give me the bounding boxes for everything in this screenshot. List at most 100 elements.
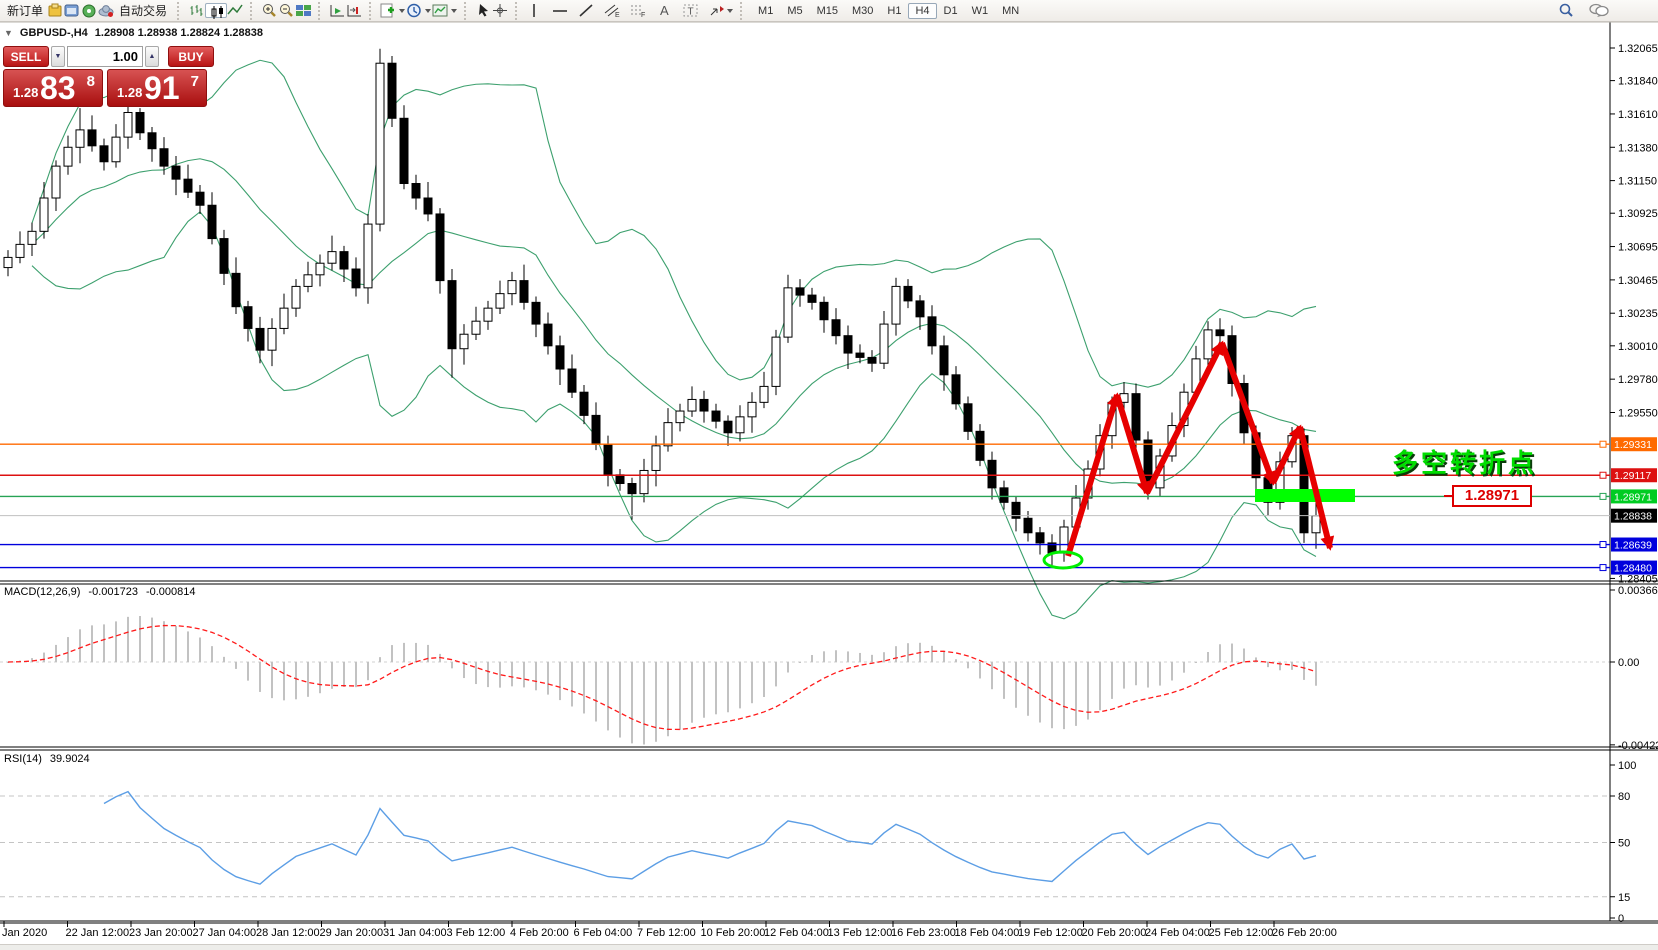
candlestick <box>723 420 733 434</box>
new-order-button[interactable]: 新订单 <box>3 1 47 20</box>
bar-chart-icon[interactable] <box>188 3 205 18</box>
zigzag-arrow-segment[interactable] <box>1114 394 1151 496</box>
svg-text:1.28639: 1.28639 <box>1614 540 1652 552</box>
horizontal-line-icon[interactable] <box>552 3 569 18</box>
price-chart-canvas[interactable]: 1.293311.291171.289711.288381.286391.284… <box>0 22 1658 950</box>
tab-w1[interactable]: W1 <box>971 4 989 17</box>
market-icon[interactable] <box>47 3 64 18</box>
svg-text:1.31380: 1.31380 <box>1618 142 1658 154</box>
line-chart-icon[interactable] <box>227 3 244 18</box>
sell-price-prefix: 1.28 <box>13 85 39 100</box>
time-label: 20 Feb 20:00 <box>1081 927 1147 939</box>
svg-text:1.28480: 1.28480 <box>1614 563 1652 575</box>
tab-m30[interactable]: M30 <box>852 4 874 17</box>
text-icon[interactable]: A <box>656 3 673 18</box>
cursor-icon[interactable] <box>475 3 492 18</box>
time-label: 13 Feb 12:00 <box>827 927 893 939</box>
candlestick <box>327 251 337 264</box>
svg-text:1.30925: 1.30925 <box>1618 208 1658 220</box>
vps-cloud-icon[interactable] <box>98 3 115 18</box>
candlestick <box>279 307 289 329</box>
low-highlight-ellipse[interactable] <box>1042 550 1084 570</box>
tab-h1[interactable]: H1 <box>887 4 902 17</box>
buy-button[interactable]: BUY <box>168 46 214 67</box>
buy-price-main: 91 <box>144 70 180 106</box>
autotrading-button[interactable]: 自动交易 <box>115 1 171 20</box>
support-zone-rectangle[interactable] <box>1255 489 1355 502</box>
one-click-collapse-toggle[interactable]: ▼ <box>4 28 13 38</box>
time-label: 7 Feb 12:00 <box>637 927 696 939</box>
tab-m1[interactable]: M1 <box>758 4 774 17</box>
tab-m5[interactable]: M5 <box>787 4 803 17</box>
chart-window[interactable]: 1.29331 1.29117 1.28971 1.28838 1.28639 1.284… <box>0 22 1658 950</box>
candlestick <box>1059 526 1069 554</box>
auto-scroll-icon[interactable] <box>329 3 346 18</box>
candlestick <box>879 323 889 364</box>
candlestick <box>471 320 481 335</box>
svg-text:1.29331: 1.29331 <box>1614 439 1652 451</box>
trendline-icon[interactable] <box>578 3 595 18</box>
buy-price-display[interactable]: 1.28 91 7 <box>107 69 207 107</box>
zigzag-arrow-segment[interactable] <box>1219 341 1276 486</box>
volume-up-button[interactable]: ▲ <box>145 46 159 67</box>
candlestick <box>699 398 709 412</box>
tile-windows-icon[interactable] <box>295 3 312 18</box>
zigzag-arrow-segment[interactable] <box>1065 392 1121 557</box>
time-label: 3 Feb 12:00 <box>446 927 506 939</box>
zigzag-arrow-segment[interactable] <box>1144 340 1225 495</box>
candlestick-chart-icon[interactable] <box>205 3 228 19</box>
vertical-line-icon[interactable] <box>526 3 543 18</box>
candlestick <box>543 323 553 347</box>
fibonacci-icon[interactable]: F <box>630 3 647 19</box>
tab-mn[interactable]: MN <box>1002 4 1020 17</box>
tab-h4[interactable]: H4 <box>908 2 937 19</box>
crosshair-icon[interactable] <box>492 3 509 18</box>
equidistant-channel-icon[interactable]: E <box>604 3 621 19</box>
zigzag-arrow-segment[interactable] <box>1297 426 1335 551</box>
time-label: 19 Feb 12:00 <box>1018 927 1083 939</box>
time-label: 23 Jan 20:00 <box>129 927 193 939</box>
new-chart-icon[interactable] <box>380 3 406 18</box>
tab-m15[interactable]: M15 <box>816 4 838 17</box>
candlestick <box>1023 517 1033 534</box>
svg-text:80: 80 <box>1618 791 1630 803</box>
tab-d1[interactable]: D1 <box>943 4 958 17</box>
toolbar: 新订单 自动交易 <box>0 0 1658 22</box>
chat-icon[interactable] <box>1589 3 1609 18</box>
sell-button[interactable]: SELL <box>3 46 49 67</box>
turning-point-annotation[interactable]: 多空转折点 <box>1392 448 1538 478</box>
price-callout-label[interactable]: 1.28971 <box>1444 485 1532 507</box>
profile-icon[interactable] <box>64 3 81 18</box>
svg-text:0: 0 <box>1618 913 1624 925</box>
candlestick <box>1215 329 1225 337</box>
arrows-shapes-icon[interactable] <box>708 3 734 18</box>
volume-down-button[interactable]: ▼ <box>51 46 65 67</box>
candlestick <box>147 132 157 150</box>
toolbar-separator <box>250 1 255 20</box>
volume-input[interactable] <box>67 46 143 67</box>
search-icon[interactable] <box>1558 3 1575 18</box>
zoom-in-icon[interactable] <box>261 3 278 18</box>
signals-icon[interactable] <box>81 3 98 18</box>
indicators-icon[interactable] <box>432 3 458 18</box>
candlestick <box>219 238 229 274</box>
candlestick <box>159 148 169 167</box>
candlestick <box>675 410 685 424</box>
new-order-label: 新订单 <box>7 4 44 18</box>
svg-text:1.28971: 1.28971 <box>1614 491 1652 503</box>
candlestick <box>831 319 841 337</box>
candlestick <box>1203 329 1213 360</box>
candlestick <box>27 230 37 245</box>
toolbar-separator <box>515 1 520 20</box>
candlestick <box>15 243 25 258</box>
candlestick <box>795 287 805 296</box>
sell-price-display[interactable]: 1.28 83 8 <box>3 69 103 107</box>
zoom-out-icon[interactable] <box>278 3 295 18</box>
period-clock-icon[interactable] <box>406 3 432 18</box>
candlestick <box>843 335 853 354</box>
candlestick <box>687 398 697 412</box>
zigzag-arrow-segment[interactable] <box>1270 424 1303 485</box>
chart-shift-icon[interactable] <box>346 3 363 18</box>
text-label-icon[interactable]: T <box>682 3 699 18</box>
time-label: 4 Feb 20:00 <box>510 927 569 939</box>
